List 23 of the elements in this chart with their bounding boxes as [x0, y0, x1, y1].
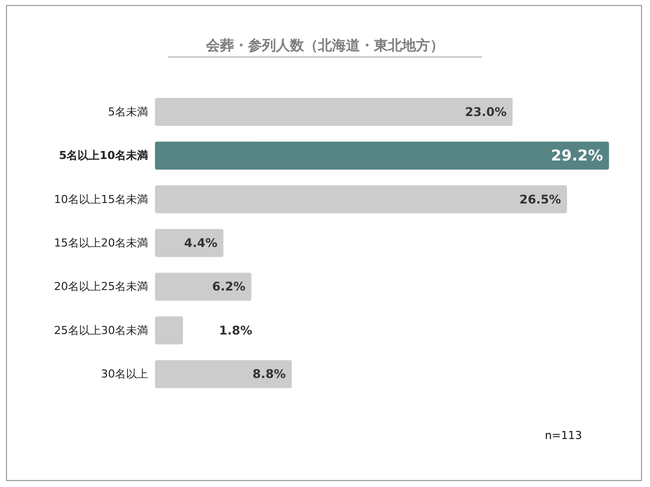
bar [155, 316, 183, 344]
data-label: 4.4% [184, 236, 218, 250]
bar [155, 185, 568, 214]
data-label: 26.5% [519, 192, 562, 206]
bar [155, 360, 292, 388]
y-tick-label: 15名以上20名未満 [54, 236, 148, 250]
data-label: 6.2% [212, 280, 246, 294]
data-label: 23.0% [464, 104, 507, 119]
y-tick-label: 5名未満 [108, 105, 148, 118]
bar [155, 229, 224, 257]
y-tick-label: 25名以上30名未満 [54, 324, 148, 337]
text: n=113 [544, 429, 582, 442]
data-label: 8.8% [252, 367, 286, 382]
bar [155, 142, 609, 170]
bar [155, 98, 513, 126]
y-tick-label: 20名以上25名未満 [54, 280, 148, 294]
y-tick-label: 5名以上10名未満 [59, 149, 148, 162]
y-tick-label: 30名以上 [101, 368, 148, 381]
data-label: 29.2% [550, 146, 603, 165]
data-label: 1.8% [218, 323, 252, 338]
bar [155, 272, 252, 301]
y-tick-label: 10名以上15名未満 [54, 192, 148, 206]
chart-title: 会葬・参列人数（北海道・東北地方） [205, 37, 444, 54]
